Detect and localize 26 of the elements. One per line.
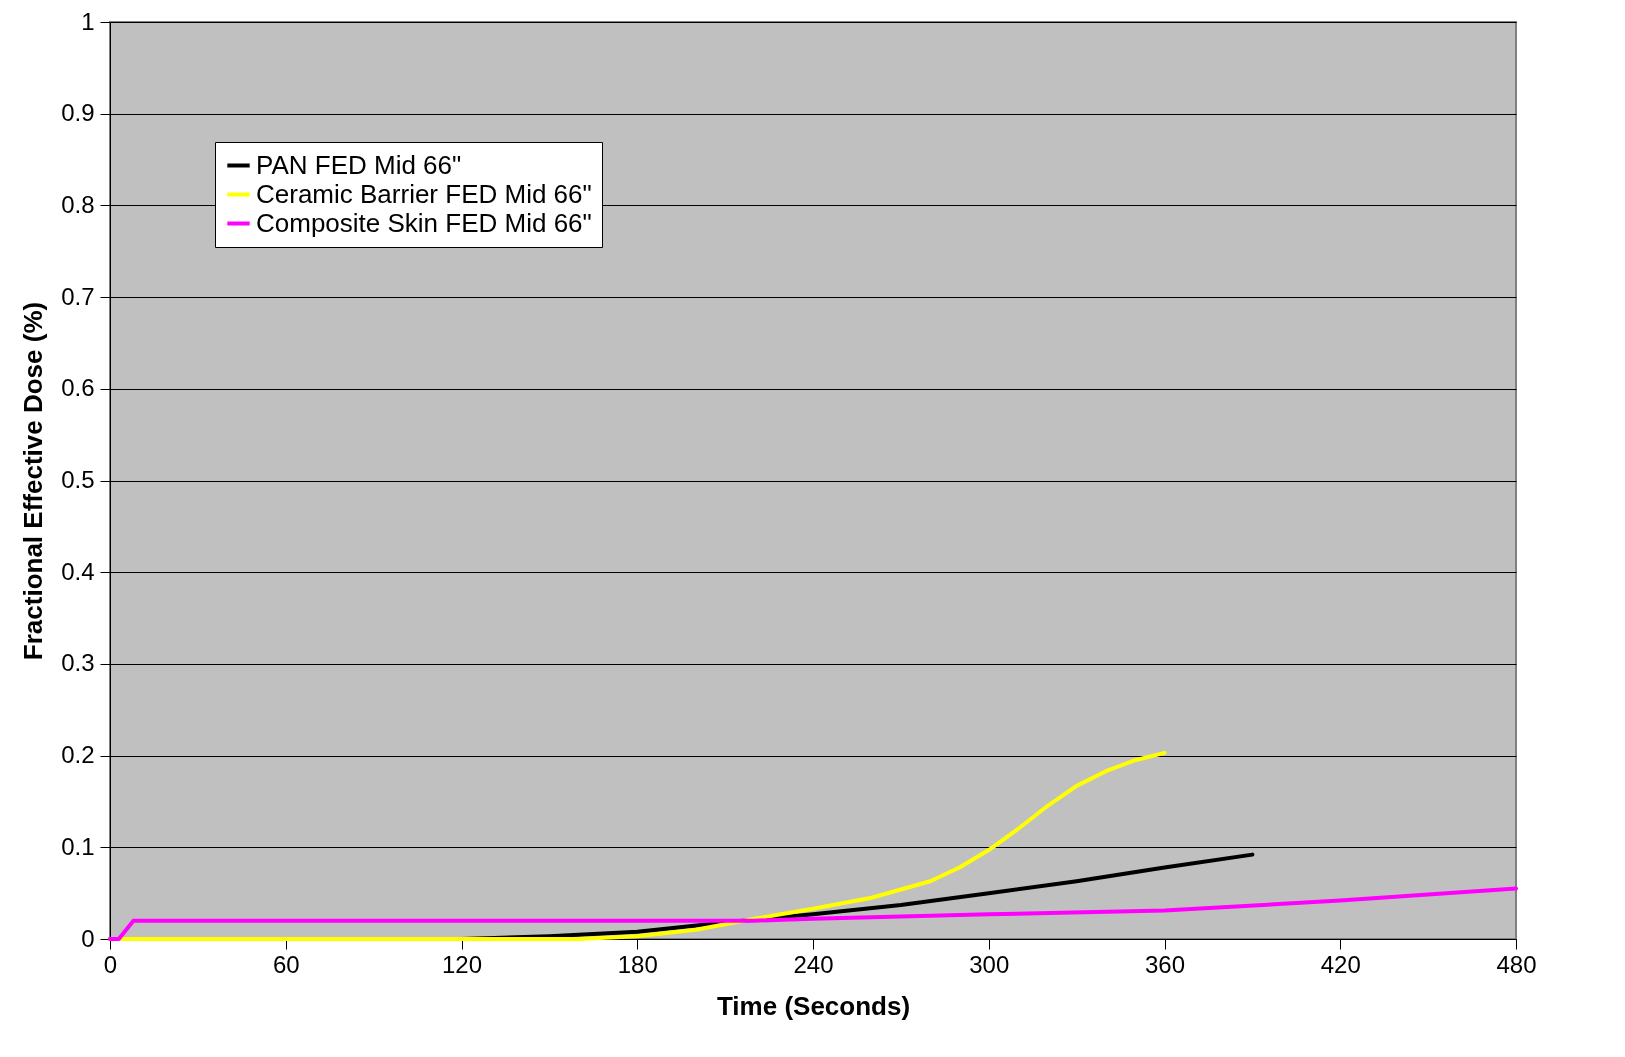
x-tick-label: 0: [103, 950, 118, 978]
x-tick-label: 60: [272, 950, 300, 978]
x-axis-title: Time (Seconds): [716, 990, 911, 1021]
y-tick-label: 0.8: [61, 190, 95, 218]
y-tick-label: 0.7: [61, 282, 95, 310]
y-tick-label: 0.4: [61, 557, 95, 585]
y-tick-label: 0: [81, 924, 95, 952]
x-tick-label: 180: [617, 950, 658, 978]
x-tick-label: 120: [441, 950, 483, 978]
legend-label: PAN FED Mid 66": [256, 149, 462, 180]
x-tick-label: 420: [1320, 950, 1361, 978]
y-tick-label: 0.2: [61, 741, 95, 769]
y-tick-label: 1: [81, 7, 95, 35]
x-tick-label: 300: [969, 950, 1010, 978]
legend-label: Composite Skin FED Mid 66": [256, 207, 592, 238]
y-tick-label: 0.1: [61, 832, 95, 860]
x-tick-label: 480: [1496, 950, 1537, 978]
x-tick-label: 360: [1144, 950, 1186, 978]
y-tick-label: 0.6: [61, 374, 95, 402]
y-tick-label: 0.9: [61, 99, 95, 127]
y-axis-title: Fractional Effective Dose (%): [18, 301, 49, 661]
x-tick-label: 240: [793, 950, 834, 978]
legend-label: Ceramic Barrier FED Mid 66": [256, 178, 592, 209]
line-series: [108, 886, 1518, 941]
y-tick-label: 0.5: [61, 466, 95, 493]
y-tick-label: 0.3: [61, 649, 95, 677]
